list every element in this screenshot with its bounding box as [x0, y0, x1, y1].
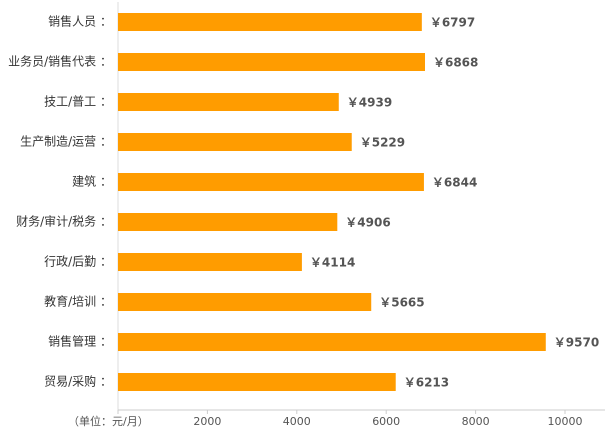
category-label: 销售人员 ： [48, 14, 112, 29]
category-label: 建筑 ： [72, 174, 112, 189]
bar [118, 213, 338, 231]
bar [118, 53, 425, 71]
category-label: 贸易/采购 ： [44, 374, 112, 389]
category-label: 财务/审计/税务 ： [16, 214, 112, 229]
value-label: ￥9570 [554, 336, 599, 350]
x-tick-label: （单位：元/月） [68, 414, 149, 428]
bar [118, 93, 339, 111]
category-label: 技工/普工 ： [44, 95, 112, 109]
category-label: 行政/后勤 ： [44, 255, 112, 269]
value-label: ￥4114 [310, 256, 355, 270]
value-label: ￥6868 [433, 56, 478, 70]
bar [118, 333, 546, 351]
value-label: ￥6797 [430, 16, 475, 30]
value-label: ￥5665 [379, 296, 424, 310]
x-tick-label: 10000 [548, 415, 583, 428]
value-label: ￥4906 [345, 216, 390, 230]
value-label: ￥6213 [404, 376, 449, 390]
value-label: ￥5229 [360, 136, 405, 150]
x-tick-label: 4000 [283, 415, 311, 428]
category-label: 销售管理 ： [48, 334, 112, 349]
bar [118, 293, 372, 311]
x-tick-label: 6000 [372, 415, 400, 428]
bar [118, 133, 352, 151]
bar [118, 253, 302, 271]
x-tick-label: 2000 [193, 415, 221, 428]
bar [118, 13, 422, 31]
x-tick-label: 8000 [462, 415, 490, 428]
category-label: 生产制造/运营 ： [20, 135, 112, 149]
category-label: 业务员/销售代表 ： [8, 54, 112, 69]
value-label: ￥4939 [347, 96, 392, 110]
bar [118, 373, 396, 391]
value-label: ￥6844 [432, 176, 477, 190]
category-label: 教育/培训 ： [44, 294, 112, 309]
bar [118, 173, 424, 191]
